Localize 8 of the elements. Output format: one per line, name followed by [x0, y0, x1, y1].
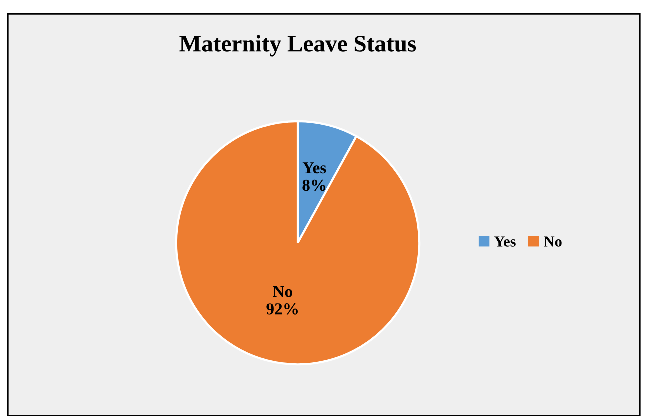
legend-label: No [544, 236, 562, 247]
pie-slice [175, 120, 421, 366]
slice-label: No [273, 286, 292, 298]
legend-label: Yes [494, 236, 516, 247]
slice-label: Yes [302, 162, 326, 174]
data-label: 8% [302, 180, 326, 192]
data-label: 92% [266, 304, 298, 315]
chart-title: Maternity Leave Status [180, 35, 416, 57]
